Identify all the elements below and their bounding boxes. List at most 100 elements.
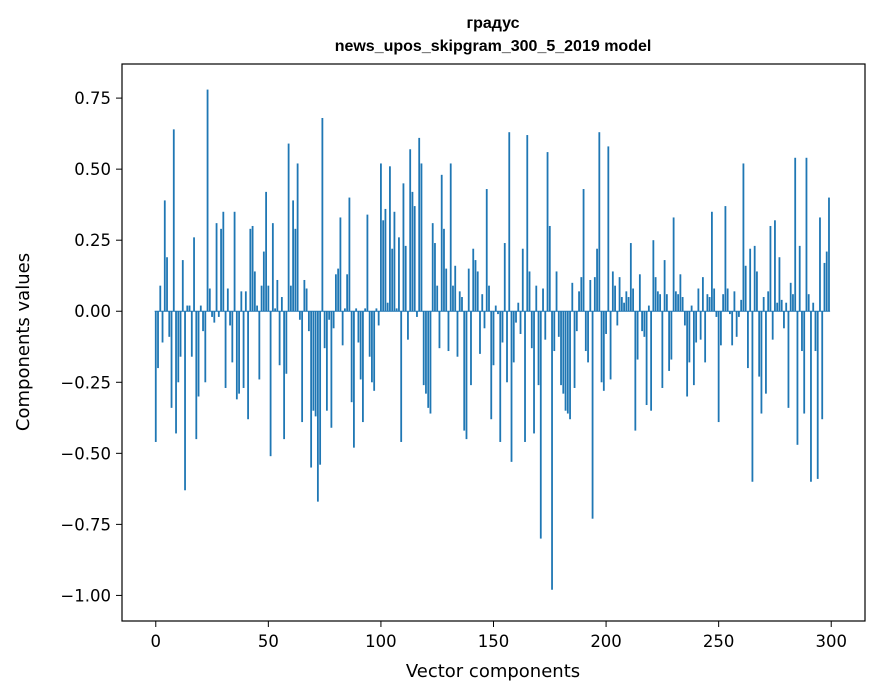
bar [231, 311, 234, 363]
bar [359, 311, 362, 380]
bar [224, 311, 227, 388]
bar [530, 311, 533, 349]
bar [785, 302, 788, 312]
bar [825, 251, 828, 312]
bar [278, 311, 281, 366]
bar [280, 297, 283, 312]
bar [253, 271, 256, 312]
bar [796, 311, 799, 445]
bar [605, 311, 607, 334]
bar [497, 311, 499, 315]
bar [211, 311, 213, 317]
bar [204, 311, 207, 383]
bar [803, 311, 806, 414]
bar [665, 294, 668, 312]
bar [393, 211, 396, 312]
bar [600, 311, 603, 383]
bar [199, 305, 202, 312]
bar [697, 288, 700, 312]
bar [546, 152, 549, 312]
bar [501, 311, 504, 343]
bar [645, 311, 648, 406]
bar [616, 311, 619, 326]
bar [346, 274, 349, 312]
bar [413, 206, 416, 312]
y-tick-label: 0.00 [74, 302, 111, 321]
bar [296, 163, 299, 312]
bar [674, 291, 677, 312]
bar [398, 237, 400, 312]
bar [593, 277, 596, 312]
bar [159, 285, 162, 312]
bar [384, 208, 387, 312]
bar [260, 285, 263, 312]
bar [659, 294, 662, 312]
bar [618, 277, 621, 312]
bar [425, 311, 427, 394]
bar [544, 311, 547, 340]
bar [474, 260, 477, 312]
y-tick-label: 0.50 [74, 160, 111, 179]
bar [163, 200, 166, 312]
bar [774, 220, 776, 312]
x-tick-label: 300 [815, 632, 847, 651]
bar [722, 294, 725, 312]
bars-group [154, 89, 830, 590]
bar [389, 166, 391, 312]
bar [524, 311, 526, 442]
bar [807, 294, 810, 312]
bar [341, 311, 344, 346]
bar [217, 311, 220, 317]
bar [787, 311, 790, 408]
bar [319, 311, 322, 465]
bar [726, 288, 729, 312]
bar [294, 228, 297, 312]
bar [202, 311, 204, 332]
bar [506, 311, 508, 383]
bar [756, 271, 758, 312]
bar [798, 245, 801, 312]
bar [704, 311, 707, 363]
bar [344, 308, 346, 312]
bar [307, 311, 310, 332]
bar [688, 311, 691, 363]
bar [701, 277, 704, 312]
x-tick-label: 200 [590, 632, 622, 651]
bar [661, 311, 664, 388]
bar [310, 311, 313, 468]
bar [794, 157, 797, 312]
bar [339, 217, 342, 312]
bar [535, 285, 538, 312]
bar [758, 311, 761, 377]
bar [683, 311, 686, 326]
x-tick-label: 0 [151, 632, 162, 651]
bar [717, 311, 720, 423]
bar [517, 302, 520, 312]
x-tick-label: 250 [703, 632, 735, 651]
bar [488, 285, 490, 312]
bar [492, 311, 495, 366]
bar [821, 311, 824, 420]
bar [366, 214, 369, 312]
bar [431, 223, 434, 312]
bar [485, 189, 488, 312]
bar [720, 311, 722, 346]
bar [686, 311, 689, 397]
bar [602, 311, 605, 391]
bar [350, 311, 353, 403]
bar [828, 197, 830, 312]
bar [195, 311, 198, 440]
bar [569, 311, 571, 420]
bar [735, 311, 738, 337]
bar [580, 277, 583, 312]
bar [575, 311, 578, 332]
bar [175, 311, 177, 434]
bar [321, 117, 324, 312]
bar [197, 311, 200, 397]
bar [681, 297, 684, 312]
bar [650, 311, 653, 411]
bar [760, 311, 763, 414]
bar [238, 311, 240, 394]
